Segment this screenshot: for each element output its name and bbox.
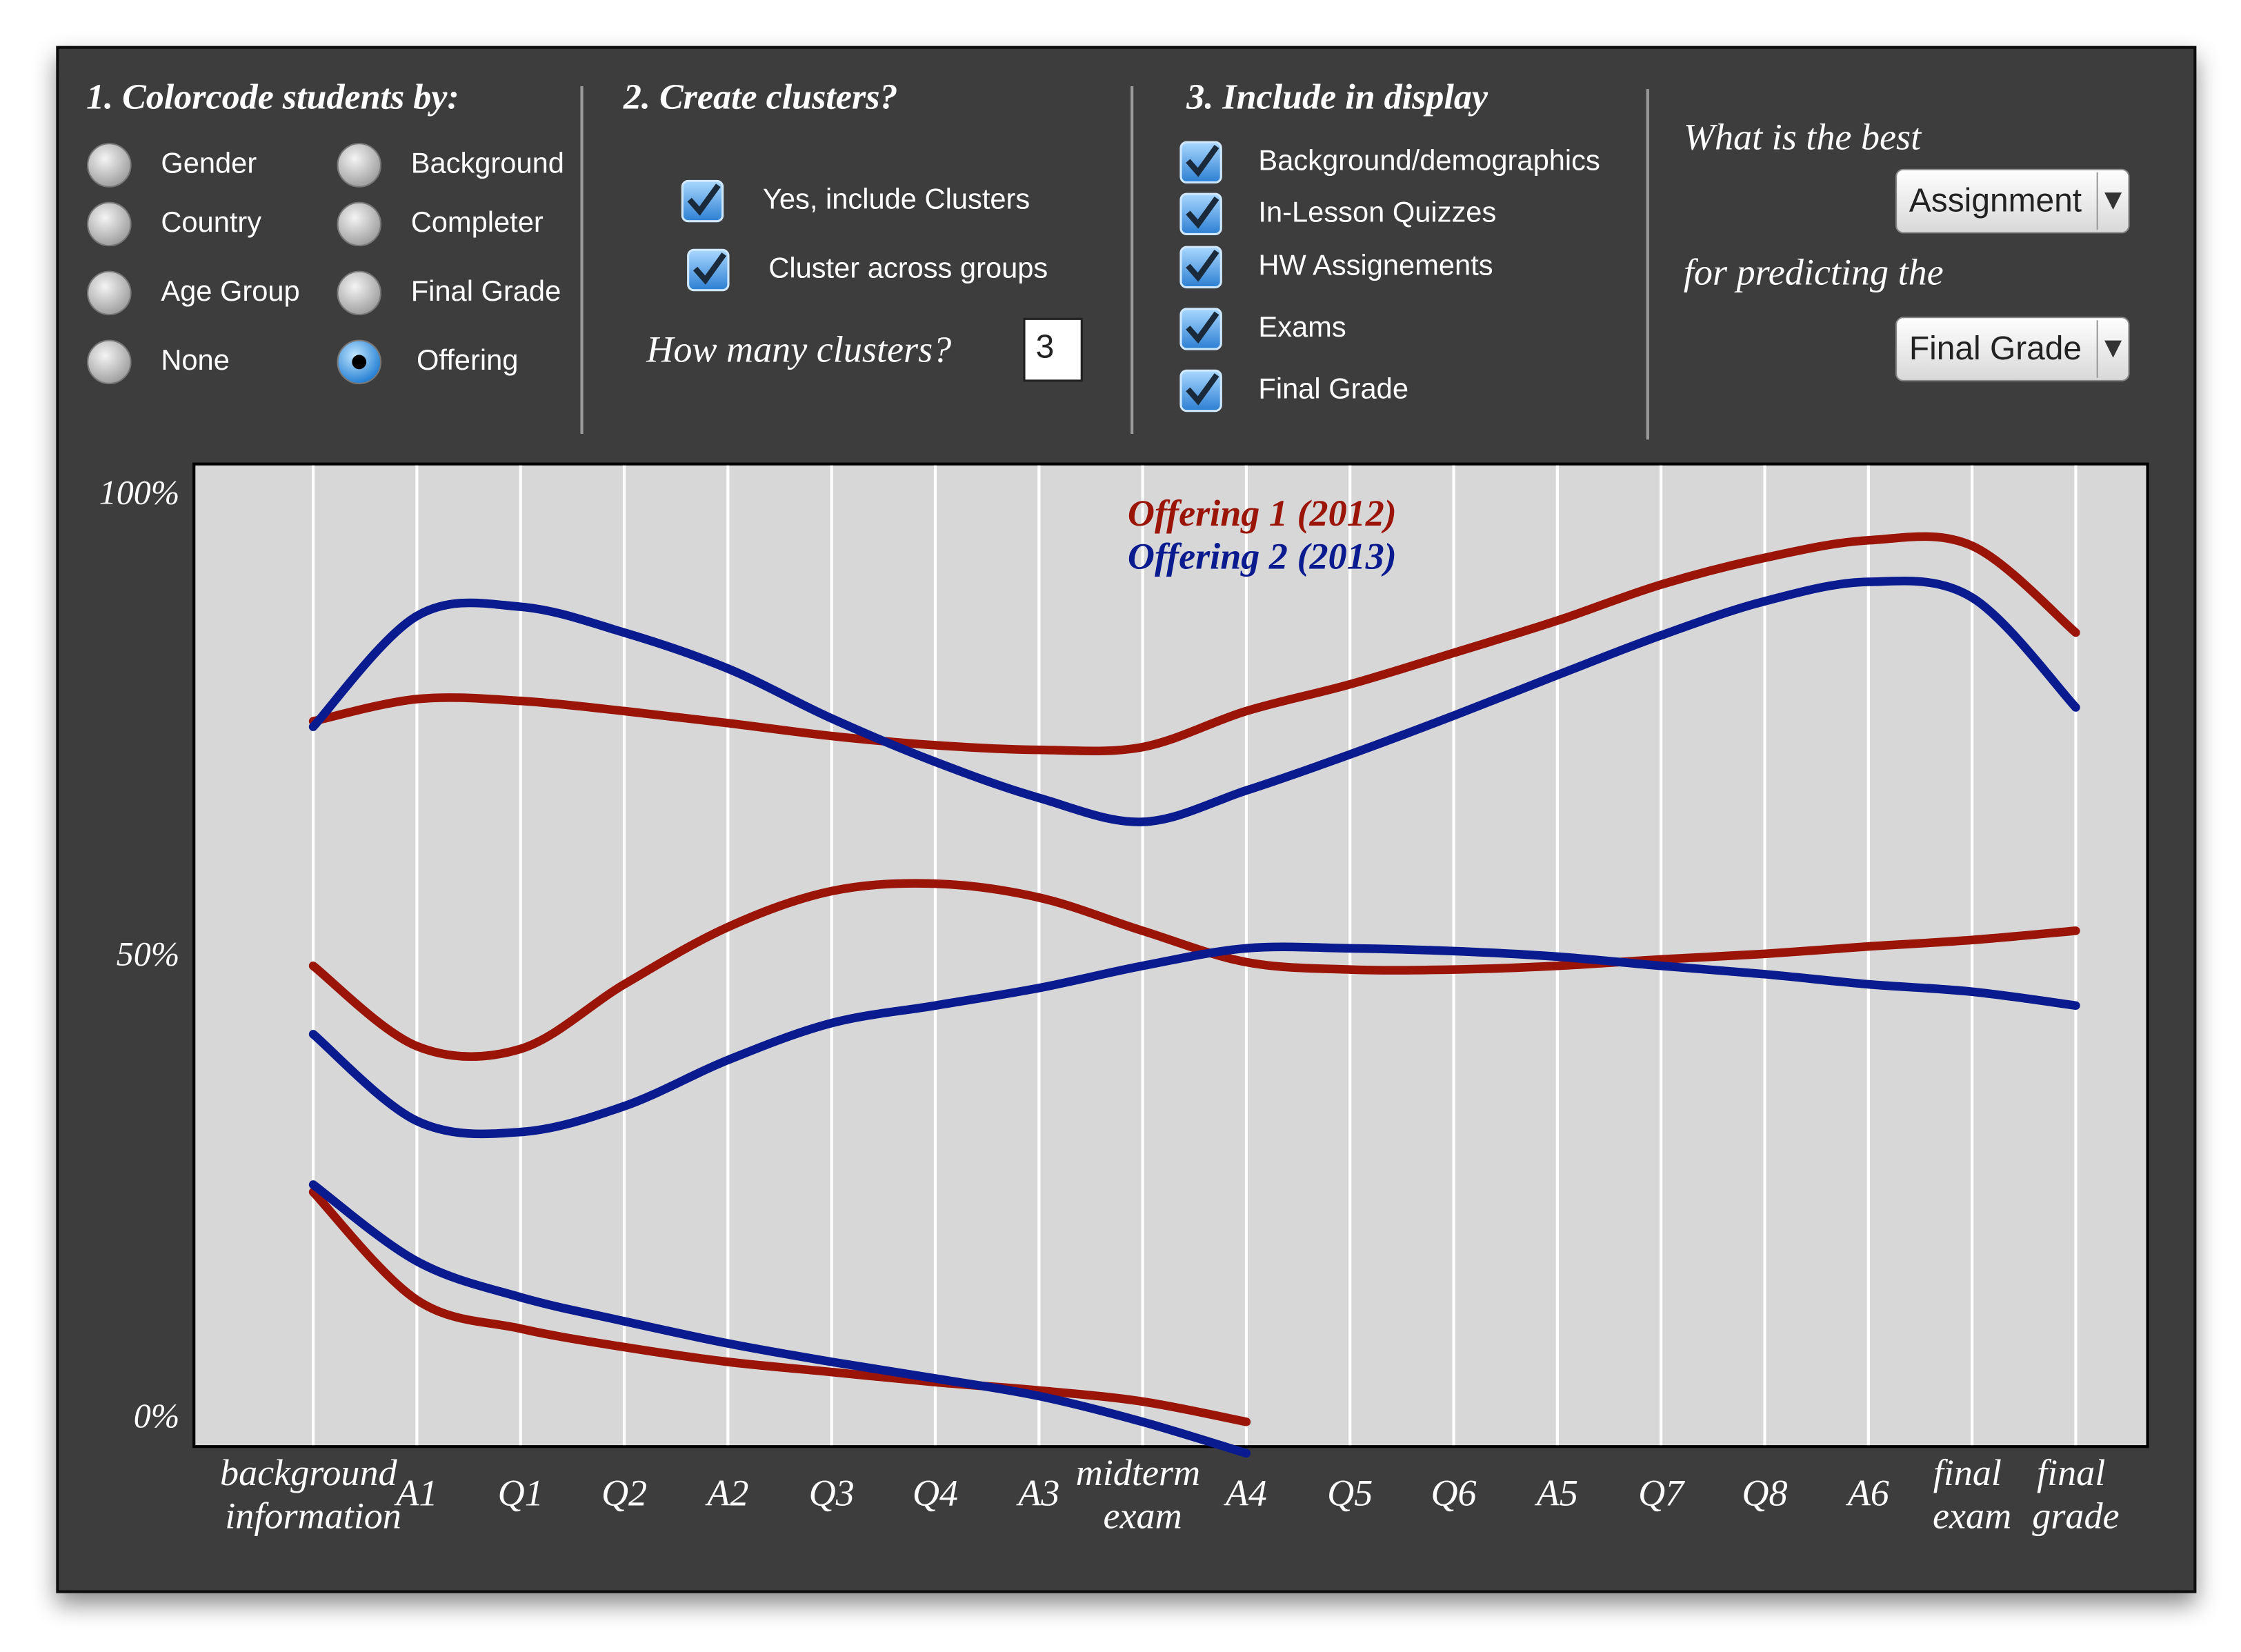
radio-label: Completer <box>411 206 544 238</box>
checkmark <box>1186 196 1219 229</box>
line <box>308 879 2080 1062</box>
plot-area <box>192 462 2149 1449</box>
cluster-count-value: 3 <box>1036 329 1055 366</box>
prompt: What is the best <box>1684 117 1922 158</box>
checkbox-label: Cluster across groups <box>768 252 1048 284</box>
dropdown-value: Assignment <box>1909 182 2082 219</box>
radio[interactable] <box>87 201 132 247</box>
x-tick-label: A2 <box>705 1473 748 1514</box>
x-tick-label-line: exam <box>1933 1495 2011 1537</box>
checkmark <box>1186 250 1219 282</box>
dropdown[interactable]: Final Grade <box>1895 317 2130 381</box>
x-tick-label: Q6 <box>1431 1473 1476 1514</box>
section-title: 1. Colorcode students by: <box>86 78 459 117</box>
checkmark <box>1186 311 1219 344</box>
x-tick-label: Q5 <box>1327 1473 1373 1514</box>
x-tick-label: A1 <box>394 1473 437 1514</box>
checkbox-label: In-Lesson Quizzes <box>1258 195 1496 228</box>
x-tick-label: midterm exam <box>1076 1452 1210 1536</box>
checkbox-label: Final Grade <box>1258 372 1408 404</box>
radio-label: Country <box>161 206 261 238</box>
dropdown-value: Final Grade <box>1909 330 2082 367</box>
radio[interactable] <box>87 270 132 316</box>
line <box>308 577 2080 826</box>
line <box>308 1187 1251 1426</box>
x-tick-label-line: exam <box>1103 1495 1182 1537</box>
dropdown-arrow <box>2104 192 2122 210</box>
line <box>308 532 2080 756</box>
x-tick-label: final grade <box>2032 1452 2119 1536</box>
checkmark <box>1186 373 1219 406</box>
checkbox-label: Exams <box>1258 310 1346 343</box>
x-tick-label-line: final <box>2037 1452 2115 1493</box>
checkmark <box>693 252 727 285</box>
dropdown-box[interactable] <box>1895 317 2130 381</box>
radio-label: Background <box>411 146 564 179</box>
x-tick-label-line: midterm <box>1076 1452 1210 1493</box>
line <box>308 942 2080 1139</box>
x-tick-label: Q8 <box>1742 1473 1787 1514</box>
legend-label: Offering 2 (2013) <box>1128 536 1397 577</box>
x-tick-label-line: background <box>220 1452 406 1493</box>
radio-label: Gender <box>161 146 257 179</box>
prompt: for predicting the <box>1684 251 1944 292</box>
y-tick-label: 0% <box>134 1396 180 1435</box>
radio-label: None <box>161 344 230 376</box>
checkbox-label: Background/demographics <box>1258 143 1600 176</box>
y-tick-label: 100% <box>99 473 180 512</box>
cluster-count-input[interactable] <box>1023 317 1083 382</box>
x-tick-label-line: information <box>225 1495 401 1537</box>
dropdown[interactable]: Assignment <box>1895 168 2130 234</box>
radio[interactable] <box>337 270 381 316</box>
legend-label: Offering 1 (2012) <box>1128 492 1397 534</box>
checkmark <box>687 183 721 216</box>
y-tick-label: 50% <box>117 935 180 973</box>
checkbox-label: HW Assignements <box>1258 248 1493 281</box>
checkmark <box>1186 144 1219 177</box>
x-tick-label: Q1 <box>498 1473 544 1514</box>
section-title: 3. Include in display <box>1186 78 1488 117</box>
x-tick-label: Q2 <box>601 1473 647 1514</box>
prompt: How many clusters? <box>646 329 951 370</box>
dropdown-box[interactable] <box>1895 168 2130 234</box>
radio-label: Age Group <box>161 275 299 307</box>
x-tick-label: Q7 <box>1638 1473 1685 1514</box>
x-tick-label: A5 <box>1535 1473 1578 1514</box>
x-tick-label: Q4 <box>913 1473 958 1514</box>
radio[interactable] <box>87 339 132 385</box>
radio-label: Offering <box>417 344 518 376</box>
section-title: 2. Create clusters? <box>623 78 898 117</box>
x-tick-label-line: final <box>1933 1452 2011 1493</box>
x-tick-label: final exam <box>1933 1452 2011 1536</box>
x-tick-label: background information <box>220 1452 406 1536</box>
x-tick-label-line: grade <box>2032 1495 2119 1537</box>
radio[interactable] <box>87 143 132 188</box>
radio-dot <box>352 355 367 370</box>
radio[interactable] <box>337 201 381 247</box>
radio-label: Final Grade <box>411 275 561 307</box>
x-tick-label: A3 <box>1016 1473 1059 1514</box>
x-tick-label: A4 <box>1224 1473 1267 1514</box>
line <box>308 1180 1251 1458</box>
dropdown-arrow <box>2104 340 2122 358</box>
radio[interactable] <box>337 143 381 188</box>
checkbox-label: Yes, include Clusters <box>763 183 1030 215</box>
x-tick-label: Q3 <box>809 1473 855 1514</box>
x-tick-label: A6 <box>1846 1473 1889 1514</box>
